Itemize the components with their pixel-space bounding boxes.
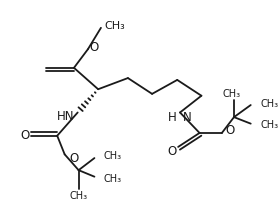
Text: H: H: [168, 111, 176, 124]
Text: CH₃: CH₃: [69, 191, 88, 201]
Text: O: O: [167, 145, 176, 158]
Text: CH₃: CH₃: [260, 120, 278, 130]
Text: O: O: [20, 129, 29, 142]
Text: O: O: [90, 41, 99, 54]
Text: HN: HN: [56, 110, 74, 123]
Text: O: O: [226, 124, 235, 137]
Text: CH₃: CH₃: [222, 89, 240, 99]
Text: N: N: [183, 111, 192, 124]
Text: CH₃: CH₃: [104, 151, 122, 161]
Text: CH₃: CH₃: [104, 173, 122, 184]
Text: CH₃: CH₃: [260, 99, 278, 109]
Text: CH₃: CH₃: [105, 21, 125, 31]
Text: O: O: [69, 153, 79, 165]
